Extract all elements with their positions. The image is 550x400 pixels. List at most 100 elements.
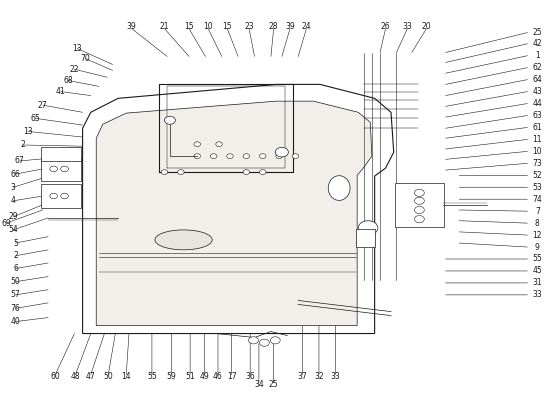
Text: 50: 50 — [10, 277, 20, 286]
Text: 74: 74 — [532, 195, 542, 204]
Text: 45: 45 — [532, 266, 542, 276]
Text: 65: 65 — [30, 114, 40, 123]
Text: 28: 28 — [269, 22, 278, 31]
Circle shape — [260, 154, 266, 158]
Text: 21: 21 — [160, 22, 169, 31]
Text: 20: 20 — [422, 22, 431, 31]
Text: 52: 52 — [532, 171, 542, 180]
Circle shape — [415, 189, 424, 196]
Text: 36: 36 — [245, 372, 255, 381]
Text: 15: 15 — [184, 22, 194, 31]
Text: 7: 7 — [535, 207, 540, 216]
Text: 37: 37 — [298, 372, 307, 381]
Text: 55: 55 — [147, 372, 157, 381]
Text: 66: 66 — [10, 170, 20, 178]
FancyBboxPatch shape — [356, 229, 375, 247]
Text: 76: 76 — [10, 304, 20, 313]
Circle shape — [243, 170, 250, 174]
Circle shape — [60, 193, 68, 199]
Circle shape — [161, 170, 168, 174]
Circle shape — [243, 154, 250, 158]
Text: 55: 55 — [532, 254, 542, 264]
Circle shape — [276, 154, 282, 158]
Text: 62: 62 — [532, 63, 542, 72]
Text: 47: 47 — [86, 372, 96, 381]
Text: 15: 15 — [222, 22, 232, 31]
Text: 48: 48 — [71, 372, 80, 381]
Text: 41: 41 — [56, 87, 65, 96]
Text: 25: 25 — [532, 28, 542, 37]
Text: 33: 33 — [532, 290, 542, 299]
Circle shape — [164, 116, 175, 124]
Text: 69: 69 — [1, 219, 11, 228]
Text: 54: 54 — [8, 225, 18, 234]
Text: 5: 5 — [13, 238, 18, 248]
Circle shape — [292, 154, 299, 158]
Text: 8: 8 — [535, 219, 540, 228]
FancyBboxPatch shape — [41, 184, 81, 208]
Text: 60: 60 — [51, 372, 60, 381]
Text: 4: 4 — [11, 196, 16, 205]
Text: 2: 2 — [13, 251, 18, 260]
Text: 64: 64 — [532, 75, 542, 84]
Text: 70: 70 — [80, 54, 90, 63]
Text: 53: 53 — [532, 183, 542, 192]
Circle shape — [194, 154, 201, 158]
Circle shape — [271, 337, 280, 344]
Text: 67: 67 — [15, 156, 25, 166]
Text: 51: 51 — [185, 372, 195, 381]
Circle shape — [210, 154, 217, 158]
Text: 6: 6 — [13, 264, 18, 273]
Text: 39: 39 — [127, 22, 136, 31]
Text: 46: 46 — [213, 372, 223, 381]
Text: 23: 23 — [244, 22, 254, 31]
Circle shape — [276, 147, 288, 157]
Text: 57: 57 — [10, 290, 20, 299]
Text: TUTTOFERRARI.com: TUTTOFERRARI.com — [154, 193, 311, 207]
Text: 10: 10 — [204, 22, 213, 31]
Circle shape — [415, 206, 424, 214]
Text: 40: 40 — [10, 317, 20, 326]
Circle shape — [249, 337, 258, 344]
Circle shape — [415, 216, 424, 223]
Text: 63: 63 — [532, 111, 542, 120]
FancyBboxPatch shape — [41, 147, 81, 161]
Polygon shape — [82, 84, 394, 334]
Text: 39: 39 — [285, 22, 295, 31]
Circle shape — [50, 166, 58, 172]
Text: 22: 22 — [70, 65, 79, 74]
Ellipse shape — [328, 176, 350, 200]
Circle shape — [60, 166, 68, 172]
Text: 17: 17 — [227, 372, 236, 381]
Text: 26: 26 — [381, 22, 390, 31]
Text: 13: 13 — [23, 127, 33, 136]
Circle shape — [227, 154, 233, 158]
Text: 73: 73 — [532, 159, 542, 168]
FancyBboxPatch shape — [41, 157, 81, 181]
Text: 33: 33 — [403, 22, 412, 31]
Text: 31: 31 — [532, 278, 542, 288]
Circle shape — [50, 193, 58, 199]
Text: 13: 13 — [72, 44, 82, 53]
Text: 12: 12 — [532, 230, 542, 240]
Text: 50: 50 — [103, 372, 113, 381]
Text: 49: 49 — [200, 372, 209, 381]
Text: 44: 44 — [532, 99, 542, 108]
Text: 9: 9 — [535, 242, 540, 252]
Text: 32: 32 — [314, 372, 324, 381]
Text: 42: 42 — [532, 39, 542, 48]
Circle shape — [415, 197, 424, 204]
Text: 24: 24 — [301, 22, 311, 31]
Circle shape — [358, 221, 378, 235]
Text: 61: 61 — [532, 123, 542, 132]
Text: 33: 33 — [331, 372, 340, 381]
Circle shape — [216, 142, 222, 146]
Text: 29: 29 — [8, 212, 18, 221]
Text: 14: 14 — [122, 372, 131, 381]
Text: 59: 59 — [167, 372, 177, 381]
Text: 1: 1 — [535, 51, 540, 60]
Text: 68: 68 — [63, 76, 73, 85]
Ellipse shape — [155, 230, 212, 250]
Circle shape — [194, 142, 201, 146]
Text: 25: 25 — [269, 380, 278, 389]
